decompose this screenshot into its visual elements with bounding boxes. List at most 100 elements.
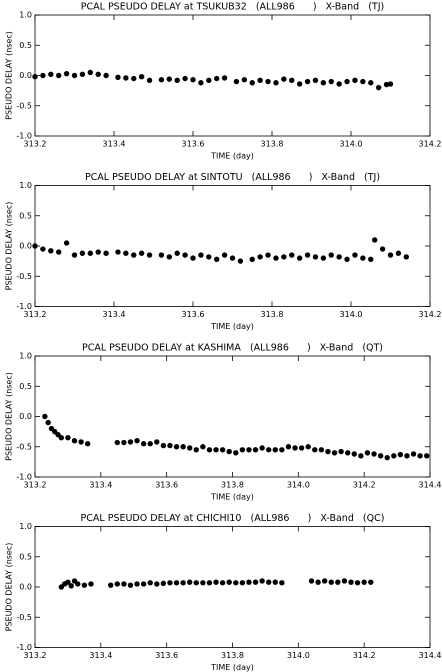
data-point xyxy=(259,445,265,451)
x-tick-label: 313.8 xyxy=(261,310,284,319)
data-point xyxy=(424,453,430,459)
data-point xyxy=(368,256,374,263)
data-point xyxy=(328,78,334,85)
data-point xyxy=(123,250,129,256)
data-point xyxy=(344,78,350,85)
x-tick-label: 314.2 xyxy=(419,140,442,149)
data-point xyxy=(312,254,319,260)
data-point xyxy=(115,249,121,255)
data-point xyxy=(206,254,212,260)
data-point xyxy=(71,252,78,258)
data-point xyxy=(371,451,377,457)
data-point xyxy=(173,580,180,586)
data-point xyxy=(328,252,334,258)
x-tick-label: 314.0 xyxy=(287,651,310,660)
chart-title: PCAL PSEUDO DELAY at TSUKUB32 (ALL986 ) … xyxy=(81,2,384,13)
data-point xyxy=(78,439,84,445)
data-point xyxy=(338,448,344,455)
data-point xyxy=(79,71,86,77)
data-point xyxy=(167,442,173,449)
data-point xyxy=(320,255,327,261)
data-point xyxy=(321,578,328,584)
data-point xyxy=(213,579,219,585)
data-point xyxy=(403,254,409,260)
chart-title: PCAL PSEUDO DELAY at KASHIMA (ALL986 ) X… xyxy=(82,343,383,354)
data-point xyxy=(279,580,285,586)
data-point xyxy=(265,78,271,85)
x-tick-label: 314.2 xyxy=(353,481,376,490)
data-point xyxy=(296,255,303,261)
x-tick-label: 314.2 xyxy=(419,310,442,319)
plot-frame xyxy=(34,185,431,307)
data-point xyxy=(361,579,367,585)
data-point xyxy=(354,580,361,586)
data-point xyxy=(233,580,239,586)
data-point xyxy=(32,243,38,249)
data-point xyxy=(360,78,366,85)
data-point xyxy=(360,255,366,261)
data-point xyxy=(160,580,167,587)
data-point xyxy=(384,454,390,461)
x-tick-label: 313.4 xyxy=(103,310,126,319)
data-point xyxy=(320,80,327,86)
plot-frame xyxy=(34,355,431,478)
data-point xyxy=(335,579,341,585)
data-point xyxy=(352,77,358,84)
data-point xyxy=(237,258,244,264)
data-point xyxy=(114,581,120,587)
data-point xyxy=(391,453,397,459)
data-point xyxy=(154,581,160,587)
data-point xyxy=(257,254,263,260)
data-point xyxy=(372,237,378,243)
data-point xyxy=(331,450,338,456)
data-point xyxy=(187,445,193,451)
data-point xyxy=(127,582,134,588)
data-point xyxy=(206,77,212,84)
data-point xyxy=(182,75,188,82)
x-tick-label: 314.0 xyxy=(287,481,310,490)
data-point xyxy=(190,255,196,261)
data-point xyxy=(387,252,394,258)
data-point xyxy=(138,250,145,256)
data-point xyxy=(266,579,272,585)
data-point xyxy=(213,447,219,453)
data-point xyxy=(315,579,321,585)
data-point xyxy=(259,578,265,584)
data-point xyxy=(206,580,213,586)
y-tick-label: 1.0 xyxy=(19,11,32,20)
data-point xyxy=(81,582,88,588)
x-tick-label: 313.6 xyxy=(155,481,178,490)
data-point xyxy=(75,581,81,587)
data-point xyxy=(344,256,350,263)
plot-frame xyxy=(34,14,431,137)
data-point xyxy=(214,256,220,263)
data-point xyxy=(121,581,127,587)
chart-title: PCAL PSEUDO DELAY at SINTOTU (ALL986 ) X… xyxy=(85,172,380,183)
data-point xyxy=(296,81,303,87)
data-point xyxy=(252,447,259,453)
data-point xyxy=(246,447,252,453)
data-point xyxy=(219,580,226,586)
data-point xyxy=(368,80,374,86)
y-tick-label: 0.5 xyxy=(19,211,32,220)
y-tick-label: -0.5 xyxy=(16,101,32,110)
data-point xyxy=(158,77,165,83)
data-point xyxy=(200,444,206,450)
data-point xyxy=(167,580,173,586)
y-tick-label: -0.5 xyxy=(16,613,32,622)
y-tick-label: -1.0 xyxy=(16,302,32,311)
data-point xyxy=(200,580,206,586)
data-point xyxy=(272,447,278,453)
data-point xyxy=(198,252,204,258)
data-point xyxy=(233,450,239,456)
y-tick-label: 1.0 xyxy=(19,181,32,190)
data-point xyxy=(187,579,193,585)
data-point xyxy=(173,444,180,450)
data-point xyxy=(84,441,91,447)
data-point xyxy=(56,72,62,79)
data-point xyxy=(180,444,186,450)
data-point xyxy=(305,444,311,450)
data-point xyxy=(45,419,51,426)
y-tick-label: 0.0 xyxy=(19,412,32,421)
plot-frame xyxy=(34,526,431,648)
